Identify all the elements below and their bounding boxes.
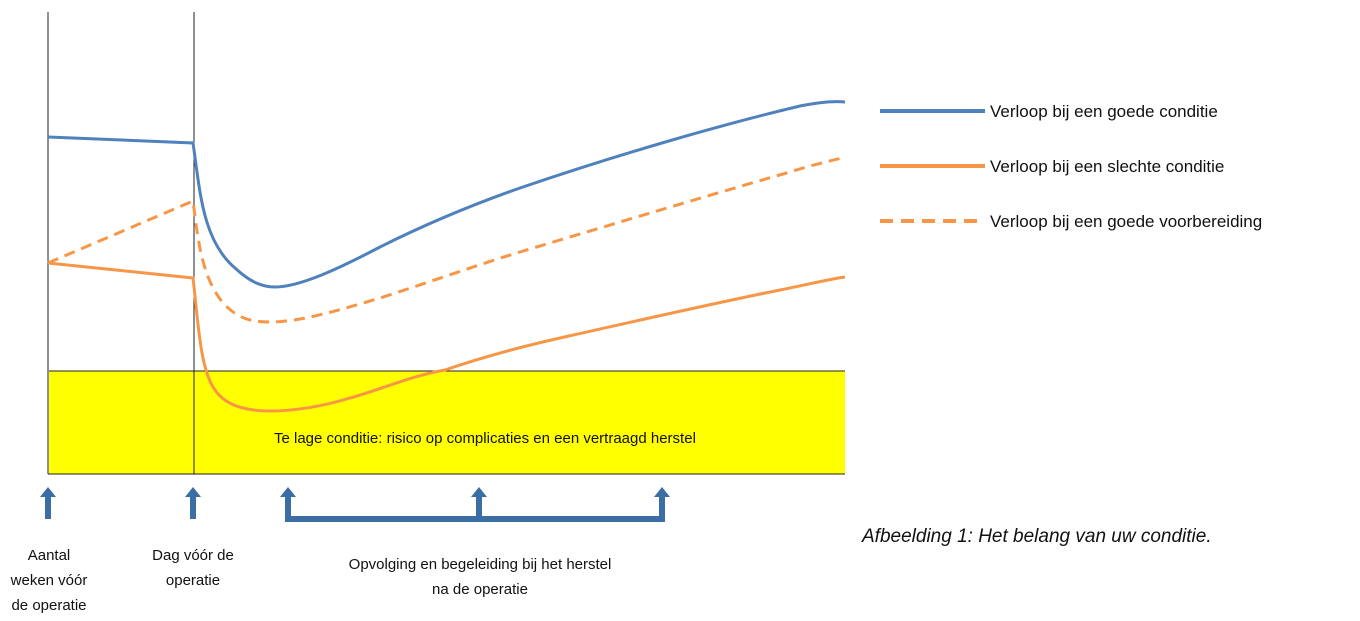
curve-good-condition [47,100,846,289]
risk-zone-label: Te lage conditie: risico op complicaties… [274,430,696,447]
arrow-up-icon [654,487,670,497]
arrow-up-icon [280,487,296,497]
label-follow-up: Opvolging en begeleiding bij het herstel… [348,556,612,598]
figure-caption: Afbeelding 1: Het belang van uw conditie… [862,526,1212,547]
arrow-up-icon [471,487,487,497]
risk-zone [49,371,845,474]
curve-poor-condition [47,261,846,413]
label-day-before: Dag vóór de operatie [152,547,234,589]
arrow-weeks-before [40,487,56,519]
follow-up-bracket [280,487,670,522]
curve-good-preparation [47,155,846,324]
legend-label-good-preparation: Verloop bij een goede voorbereiding [990,212,1262,231]
label-weeks-before: Aantal weken vóór de operatie [10,547,88,614]
legend-label-good-condition: Verloop bij een goede conditie [990,102,1218,121]
arrow-day-before [185,487,201,519]
legend: Verloop bij een goede conditie Verloop b… [880,102,1262,231]
legend-label-poor-condition: Verloop bij een slechte conditie [990,157,1224,176]
